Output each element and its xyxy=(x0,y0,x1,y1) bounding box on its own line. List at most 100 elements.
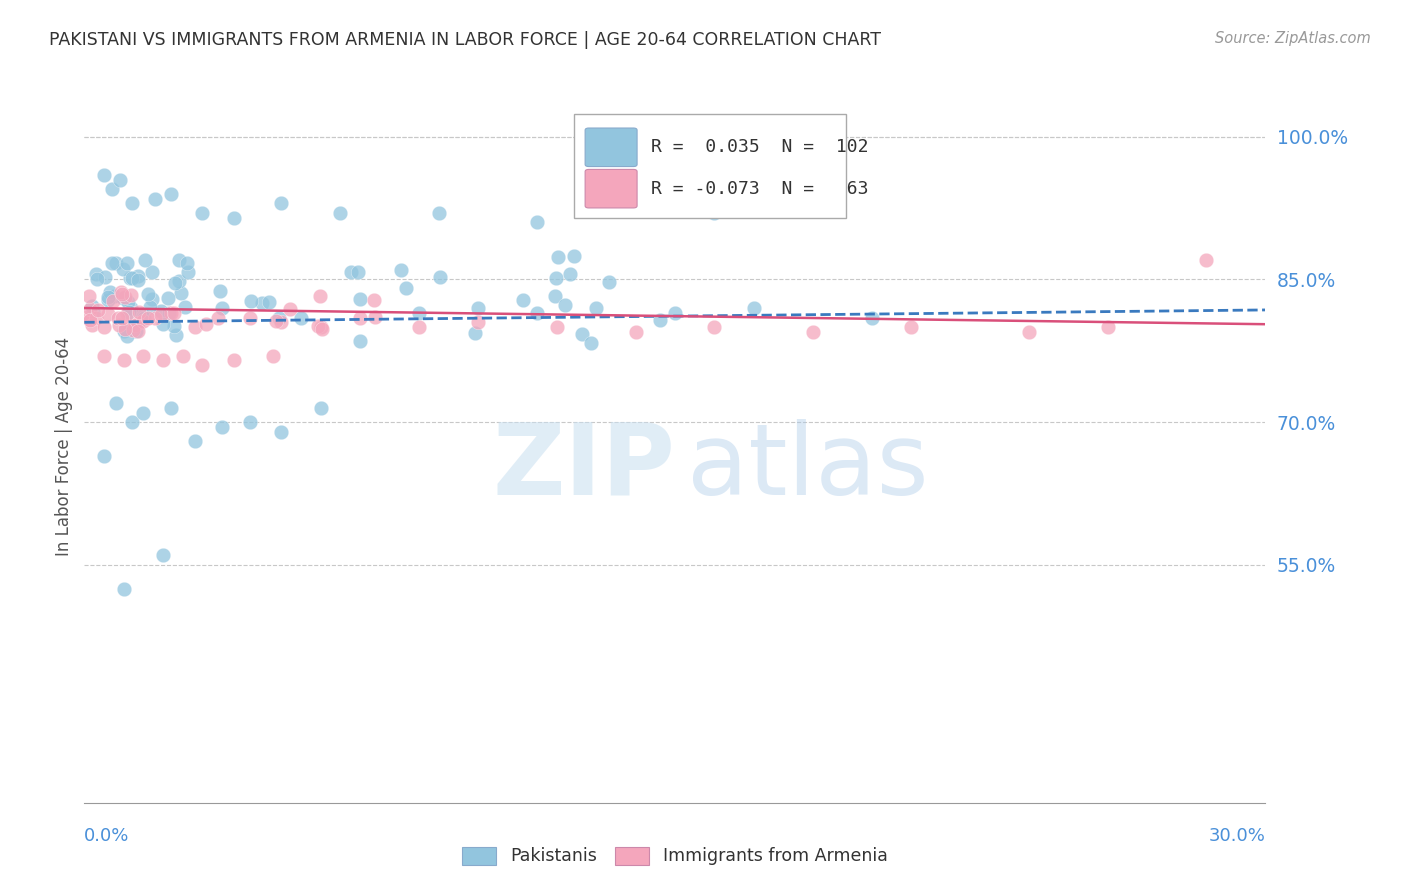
Point xyxy=(118,305,141,319)
Point xyxy=(127,324,149,338)
Point xyxy=(526,306,548,320)
Point xyxy=(112,324,135,338)
Point xyxy=(86,272,108,286)
Point xyxy=(160,306,183,320)
Point xyxy=(121,415,143,429)
Point xyxy=(860,310,883,325)
Point xyxy=(107,318,129,332)
Point xyxy=(558,267,581,281)
Point xyxy=(464,326,486,341)
Point xyxy=(120,287,142,301)
Point xyxy=(97,307,120,321)
Point xyxy=(98,285,121,300)
Point xyxy=(172,349,194,363)
Point xyxy=(664,306,686,320)
Point xyxy=(117,256,139,270)
Point xyxy=(132,314,155,328)
Point xyxy=(467,315,489,329)
Point xyxy=(183,434,205,449)
FancyBboxPatch shape xyxy=(585,169,637,208)
Point xyxy=(124,324,146,338)
Point xyxy=(136,311,159,326)
Point xyxy=(134,310,156,325)
Point xyxy=(598,275,620,289)
Text: R =  0.035  N =  102: R = 0.035 N = 102 xyxy=(651,138,869,156)
Point xyxy=(239,310,262,325)
Point xyxy=(79,313,101,327)
Point xyxy=(703,320,725,334)
FancyBboxPatch shape xyxy=(575,114,846,218)
Point xyxy=(115,307,138,321)
Text: Source: ZipAtlas.com: Source: ZipAtlas.com xyxy=(1215,31,1371,46)
Point xyxy=(167,274,190,288)
Point xyxy=(141,264,163,278)
Point xyxy=(309,401,332,415)
Point xyxy=(280,302,302,317)
Point xyxy=(152,549,174,563)
Point xyxy=(93,349,115,363)
Point xyxy=(82,299,104,313)
Point xyxy=(163,306,186,320)
Point xyxy=(97,293,120,307)
Point xyxy=(170,286,193,301)
Point xyxy=(364,310,387,325)
Point xyxy=(408,320,430,334)
Point xyxy=(97,290,120,304)
Point xyxy=(177,265,200,279)
Point xyxy=(1195,253,1218,268)
Point xyxy=(467,301,489,315)
Point xyxy=(108,172,131,186)
Point xyxy=(544,270,567,285)
Point xyxy=(143,192,166,206)
Point xyxy=(1018,325,1040,339)
Point xyxy=(79,312,101,326)
Point xyxy=(309,289,332,303)
Point xyxy=(118,271,141,285)
Point xyxy=(104,396,127,410)
Point xyxy=(547,250,569,264)
Text: atlas: atlas xyxy=(686,419,928,516)
Point xyxy=(114,290,136,304)
Text: R = -0.073  N =   63: R = -0.073 N = 63 xyxy=(651,179,869,198)
Point xyxy=(160,186,183,201)
Point xyxy=(149,308,172,322)
Point xyxy=(183,320,205,334)
Point xyxy=(585,301,607,315)
Point xyxy=(87,302,110,317)
Point xyxy=(169,253,191,268)
Point xyxy=(128,305,150,319)
Point xyxy=(111,261,134,276)
Point xyxy=(624,325,647,339)
Point xyxy=(121,271,143,285)
Point xyxy=(152,317,174,331)
Point xyxy=(1097,320,1119,334)
Point xyxy=(262,349,284,363)
Point xyxy=(408,306,430,320)
Point xyxy=(222,211,245,225)
Point xyxy=(127,317,149,331)
Text: ZIP: ZIP xyxy=(492,419,675,516)
Point xyxy=(250,296,273,310)
Point xyxy=(132,349,155,363)
Point xyxy=(111,287,134,301)
Point xyxy=(112,291,135,305)
Point xyxy=(139,300,162,314)
Point xyxy=(120,301,142,315)
Y-axis label: In Labor Force | Age 20-64: In Labor Force | Age 20-64 xyxy=(55,336,73,556)
Point xyxy=(112,353,135,368)
Point xyxy=(93,168,115,182)
Point xyxy=(239,415,262,429)
Point xyxy=(110,285,132,299)
Point xyxy=(211,301,233,315)
Point xyxy=(546,320,568,334)
Point xyxy=(267,310,290,325)
Point xyxy=(363,293,385,308)
Point xyxy=(163,318,186,333)
Point xyxy=(127,268,149,283)
Point xyxy=(562,250,585,264)
Point xyxy=(259,295,281,310)
Point xyxy=(94,269,117,284)
Point xyxy=(79,302,101,317)
Point xyxy=(290,310,312,325)
Point xyxy=(429,269,451,284)
